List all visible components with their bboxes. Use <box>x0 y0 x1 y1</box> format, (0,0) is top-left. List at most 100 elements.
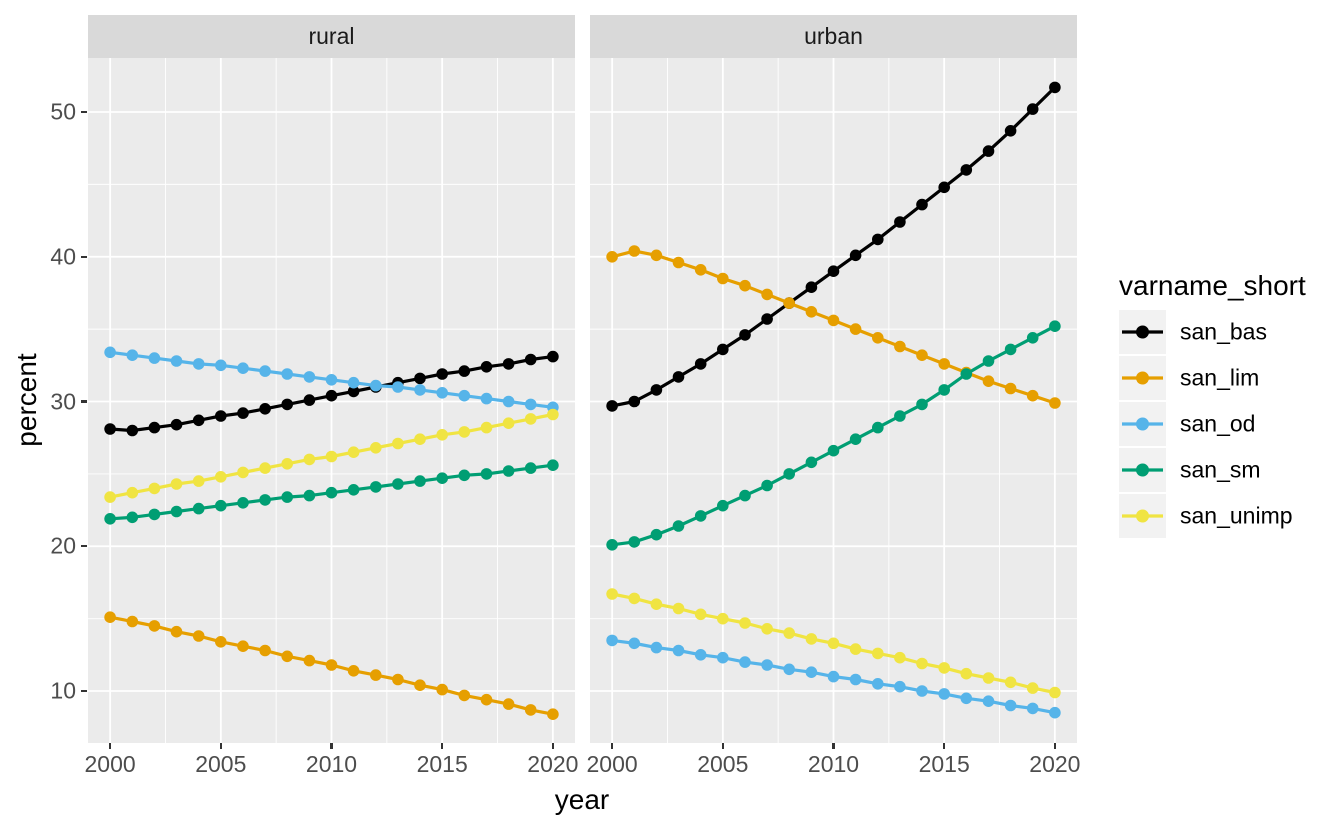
data-point-san_bas-urban-2012 <box>872 233 884 246</box>
facet-panel-rural <box>88 58 575 743</box>
x-tick-label: 2000 <box>84 751 136 777</box>
x-tick-label: 2020 <box>527 751 579 777</box>
data-point-san_bas-urban-2007 <box>761 313 773 325</box>
data-point-san_lim-urban-2007 <box>761 288 773 301</box>
data-point-san_bas-rural-2002 <box>148 421 161 434</box>
legend-glyph-san_sm <box>1122 463 1163 477</box>
data-point-san_lim-urban-2012 <box>872 332 884 344</box>
legend-entry-san_sm: san_sm <box>1119 448 1319 492</box>
y-tick-mark <box>81 545 87 548</box>
data-point-san_od-rural-2010 <box>325 374 338 386</box>
x-tick-label: 2020 <box>1029 751 1081 777</box>
data-point-san_bas-urban-2006 <box>739 329 751 341</box>
x-tick-mark <box>219 743 222 749</box>
data-point-san_bas-urban-2015 <box>938 181 950 194</box>
facet-strip-label: rural <box>308 23 355 49</box>
data-point-san_od-rural-2006 <box>237 362 249 375</box>
data-point-san_unimp-rural-2020 <box>547 408 559 421</box>
data-point-san_bas-rural-2019 <box>524 353 537 366</box>
y-tick-mark <box>81 255 87 258</box>
legend-key-san_lim <box>1119 356 1166 400</box>
data-point-san_unimp-urban-2020 <box>1049 686 1061 699</box>
data-point-san_sm-urban-2001 <box>628 536 641 548</box>
legend-entry-san_od: san_od <box>1119 402 1319 446</box>
data-point-san_od-urban-2006 <box>739 656 751 668</box>
data-point-san_sm-urban-2011 <box>849 433 862 446</box>
y-tick-label: 30 <box>50 388 76 414</box>
y-tick-mark <box>81 400 87 403</box>
data-point-san_unimp-rural-2004 <box>192 475 205 487</box>
data-point-san_bas-urban-2017 <box>982 145 995 157</box>
data-point-san_unimp-urban-2017 <box>982 672 995 684</box>
legend-point <box>1136 509 1149 523</box>
data-point-san_od-rural-2002 <box>148 352 161 364</box>
data-point-san_sm-rural-2001 <box>126 511 139 524</box>
data-point-san_sm-rural-2016 <box>458 469 471 482</box>
data-point-san_od-urban-2020 <box>1049 706 1061 719</box>
data-point-san_od-urban-2011 <box>849 673 862 686</box>
data-point-san_od-rural-2012 <box>370 379 382 392</box>
data-point-san_od-rural-2004 <box>192 358 205 370</box>
data-point-san_od-urban-2003 <box>672 644 685 657</box>
legend-label-san_bas: san_bas <box>1180 318 1267 345</box>
legend-key-san_bas <box>1119 310 1166 354</box>
data-point-san_lim-rural-2000 <box>104 611 116 623</box>
data-point-san_sm-urban-2013 <box>894 410 906 422</box>
legend-title: varname_short <box>1119 270 1306 301</box>
data-point-san_od-rural-2015 <box>436 387 449 399</box>
data-point-san_sm-rural-2020 <box>547 459 559 472</box>
data-point-san_bas-rural-2011 <box>347 385 360 398</box>
legend-entry-san_bas: san_bas <box>1119 310 1319 354</box>
data-point-san_sm-rural-2008 <box>281 491 293 503</box>
data-point-san_bas-urban-2009 <box>805 281 818 293</box>
data-point-san_unimp-rural-2001 <box>126 486 139 499</box>
data-point-san_bas-urban-2018 <box>1004 125 1017 137</box>
data-point-san_sm-urban-2007 <box>761 479 773 492</box>
data-point-san_unimp-urban-2008 <box>783 627 795 639</box>
data-point-san_od-urban-2018 <box>1004 699 1017 712</box>
data-point-san_lim-urban-2002 <box>650 249 663 262</box>
y-tick-mark <box>81 110 87 114</box>
data-point-san_od-urban-2007 <box>761 659 773 671</box>
data-point-san_sm-rural-2005 <box>215 499 227 512</box>
data-point-san_lim-rural-2011 <box>347 665 360 677</box>
data-point-san_lim-rural-2017 <box>480 693 493 706</box>
data-point-san_sm-urban-2015 <box>938 384 950 396</box>
data-point-san_sm-urban-2010 <box>827 444 840 457</box>
y-tick-label: 40 <box>50 243 76 270</box>
data-point-san_unimp-urban-2013 <box>894 651 906 664</box>
legend-entry-san_lim: san_lim <box>1119 356 1319 400</box>
data-point-san_bas-urban-2004 <box>694 358 707 370</box>
facet-strip-label: urban <box>804 23 863 49</box>
data-point-san_unimp-rural-2019 <box>524 413 537 425</box>
x-tick-mark <box>441 743 444 749</box>
data-point-san_sm-urban-2004 <box>694 510 707 522</box>
x-axis-title: year <box>554 784 610 815</box>
x-tick-label: 2010 <box>807 751 860 777</box>
data-point-san_lim-urban-2009 <box>805 306 818 318</box>
data-point-san_od-rural-2017 <box>480 392 493 405</box>
legend-glyph-san_lim <box>1122 371 1163 385</box>
data-point-san_sm-urban-2006 <box>739 489 751 502</box>
data-point-san_sm-urban-2019 <box>1026 332 1039 344</box>
data-point-san_unimp-urban-2015 <box>938 662 950 674</box>
data-point-san_od-urban-2012 <box>872 678 884 690</box>
data-point-san_lim-rural-2001 <box>126 615 139 628</box>
data-point-san_od-rural-2007 <box>259 365 271 377</box>
data-point-san_sm-urban-2003 <box>672 520 685 532</box>
legend-point <box>1136 463 1149 477</box>
data-point-san_bas-urban-2010 <box>827 265 840 277</box>
data-point-san_od-urban-2016 <box>960 692 973 705</box>
data-point-san_bas-rural-2003 <box>170 418 183 431</box>
data-point-san_lim-rural-2005 <box>215 636 227 648</box>
data-point-san_od-urban-2013 <box>894 680 906 693</box>
data-point-san_lim-urban-2003 <box>672 256 685 269</box>
data-point-san_od-rural-2001 <box>126 349 139 362</box>
data-point-san_od-urban-2008 <box>783 663 795 676</box>
data-point-san_lim-urban-2004 <box>694 264 707 276</box>
data-point-san_lim-urban-2006 <box>739 279 751 292</box>
data-point-san_od-rural-2014 <box>414 384 426 396</box>
data-point-san_bas-rural-2004 <box>192 414 205 427</box>
legend-label-san_unimp: san_unimp <box>1180 502 1293 529</box>
